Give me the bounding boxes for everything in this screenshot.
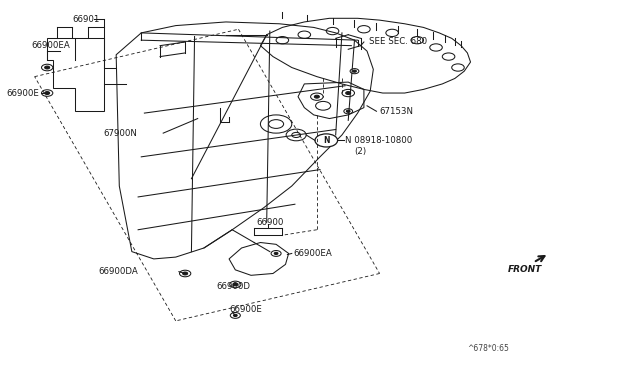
Circle shape (353, 70, 356, 72)
Circle shape (314, 95, 319, 98)
Text: ^678*0:65: ^678*0:65 (467, 344, 509, 353)
Circle shape (233, 283, 238, 286)
Circle shape (234, 314, 237, 317)
Circle shape (346, 92, 351, 94)
Circle shape (274, 252, 278, 254)
Text: N 08918-10800: N 08918-10800 (345, 136, 412, 145)
Text: (2): (2) (355, 147, 367, 156)
Text: 67153N: 67153N (380, 107, 413, 116)
Circle shape (182, 272, 188, 275)
Text: SEE SEC. 680: SEE SEC. 680 (369, 38, 427, 46)
Text: 66900DA: 66900DA (99, 267, 138, 276)
Text: 66900EA: 66900EA (31, 41, 70, 50)
Text: 66900: 66900 (256, 218, 284, 227)
Text: N: N (323, 136, 330, 145)
Text: 67900N: 67900N (104, 129, 138, 138)
Text: 66900E: 66900E (229, 305, 262, 314)
Text: 66900D: 66900D (216, 282, 250, 291)
Circle shape (315, 134, 337, 147)
Circle shape (45, 92, 50, 94)
Text: 66900E: 66900E (6, 89, 39, 97)
Text: 66900EA: 66900EA (294, 249, 332, 258)
Circle shape (45, 66, 50, 69)
Circle shape (346, 110, 350, 112)
Text: FRONT: FRONT (508, 265, 543, 274)
Text: 66901: 66901 (72, 15, 100, 23)
